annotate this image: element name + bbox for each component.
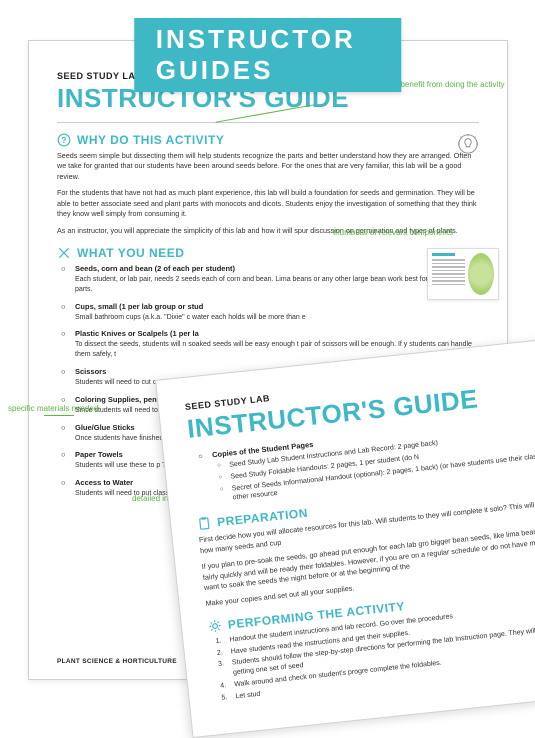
svg-text:?: ? <box>61 136 66 145</box>
page-footer: PLANT SCIENCE & HORTICULTURE <box>57 658 177 665</box>
need-item-title: Seeds, corn and bean (2 of each per stud… <box>75 264 479 273</box>
tools-icon <box>57 246 71 260</box>
gear-icon <box>207 618 222 633</box>
why-heading: ? WHY DO THIS ACTIVITY <box>57 133 479 147</box>
question-icon: ? <box>57 133 71 147</box>
need-item-desc: Each student, or lab pair, needs 2 seeds… <box>75 275 479 295</box>
why-p1: Seeds seem simple but dissecting them wi… <box>57 151 479 182</box>
need-item: Cups, small (1 per lab group or stud Smal… <box>75 302 479 323</box>
component-thumbnail <box>427 248 499 300</box>
annotation-thumbnail: thumbnail of relevant components <box>333 228 453 238</box>
clipboard-icon <box>197 516 212 531</box>
why-p2: For the students that have not had as mu… <box>57 188 479 219</box>
need-item-title: Plastic Knives or Scalpels (1 per la <box>75 329 479 338</box>
need-heading: WHAT YOU NEED <box>57 246 479 260</box>
page-2: SEED STUDY LAB INSTRUCTOR'S GUIDE Copies… <box>155 335 535 738</box>
need-item: Seeds, corn and bean (2 of each per stud… <box>75 264 479 295</box>
divider <box>57 122 479 123</box>
need-item-title: Cups, small (1 per lab group or stud <box>75 302 479 311</box>
why-heading-text: WHY DO THIS ACTIVITY <box>77 133 224 147</box>
need-item-desc: Small bathroom cups (a.k.a. "Dixie" c wa… <box>75 313 479 323</box>
lightbulb-icon <box>457 133 479 155</box>
need-heading-text: WHAT YOU NEED <box>77 246 184 260</box>
header-banner: INSTRUCTOR GUIDES <box>134 18 402 92</box>
seed-thumbnail-image <box>468 253 494 295</box>
annotation-materials: specific materials needed <box>8 404 98 414</box>
